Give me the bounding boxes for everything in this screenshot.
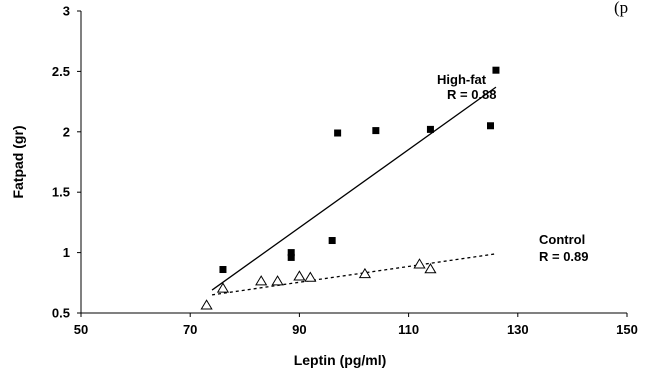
high-fat-point bbox=[492, 66, 500, 74]
high-fat-point bbox=[287, 249, 295, 257]
series-name-label: Control bbox=[539, 232, 585, 247]
control-point bbox=[200, 299, 213, 310]
high-fat-point bbox=[487, 122, 494, 130]
y-tick-label: 2.5 bbox=[52, 64, 70, 79]
high-fat-point bbox=[287, 253, 295, 261]
trendlines bbox=[211, 86, 497, 296]
high-fat-point bbox=[219, 266, 227, 274]
y-tick-label: 0.5 bbox=[52, 306, 70, 321]
control-point bbox=[271, 275, 284, 286]
x-tick-label: 50 bbox=[74, 322, 88, 337]
high-fat-point bbox=[372, 127, 380, 135]
high-fat-point bbox=[328, 237, 336, 245]
high-fat-point bbox=[426, 125, 434, 133]
y-tick-label: 2 bbox=[63, 124, 70, 139]
correlation-label: R = 0.89 bbox=[539, 249, 589, 264]
x-tick-label: 130 bbox=[507, 322, 529, 337]
x-axis-title: Leptin (pg/ml) bbox=[294, 352, 387, 368]
x-axis-ticks: 50 70 90 110 130 150 bbox=[74, 313, 638, 337]
y-axis-title: Fatpad (gr) bbox=[10, 125, 26, 198]
y-tick-label: 1.5 bbox=[52, 185, 70, 200]
series-name-label: High-fat bbox=[437, 72, 487, 87]
control-point bbox=[304, 271, 317, 282]
y-tick-label: 3 bbox=[63, 4, 70, 19]
correlation-label: R = 0.88 bbox=[447, 87, 497, 102]
data-points bbox=[200, 66, 500, 310]
control-point bbox=[255, 275, 268, 286]
y-axis-ticks: 0.5 1 1.5 2 2.5 3 bbox=[52, 4, 81, 321]
x-tick-label: 110 bbox=[398, 322, 419, 337]
control-point bbox=[424, 263, 437, 274]
y-tick-label: 1 bbox=[63, 245, 70, 260]
high-fat-point bbox=[334, 129, 342, 137]
x-tick-label: 90 bbox=[292, 322, 306, 337]
x-tick-label: 70 bbox=[183, 322, 197, 337]
control-point bbox=[413, 258, 426, 269]
control-point bbox=[358, 267, 372, 279]
page-fragment-text: (p bbox=[614, 0, 628, 17]
control-point bbox=[293, 270, 306, 281]
x-tick-label: 150 bbox=[616, 322, 638, 337]
control-point bbox=[216, 282, 230, 293]
plot-area bbox=[80, 11, 627, 314]
high-fat-trendline bbox=[211, 86, 497, 291]
